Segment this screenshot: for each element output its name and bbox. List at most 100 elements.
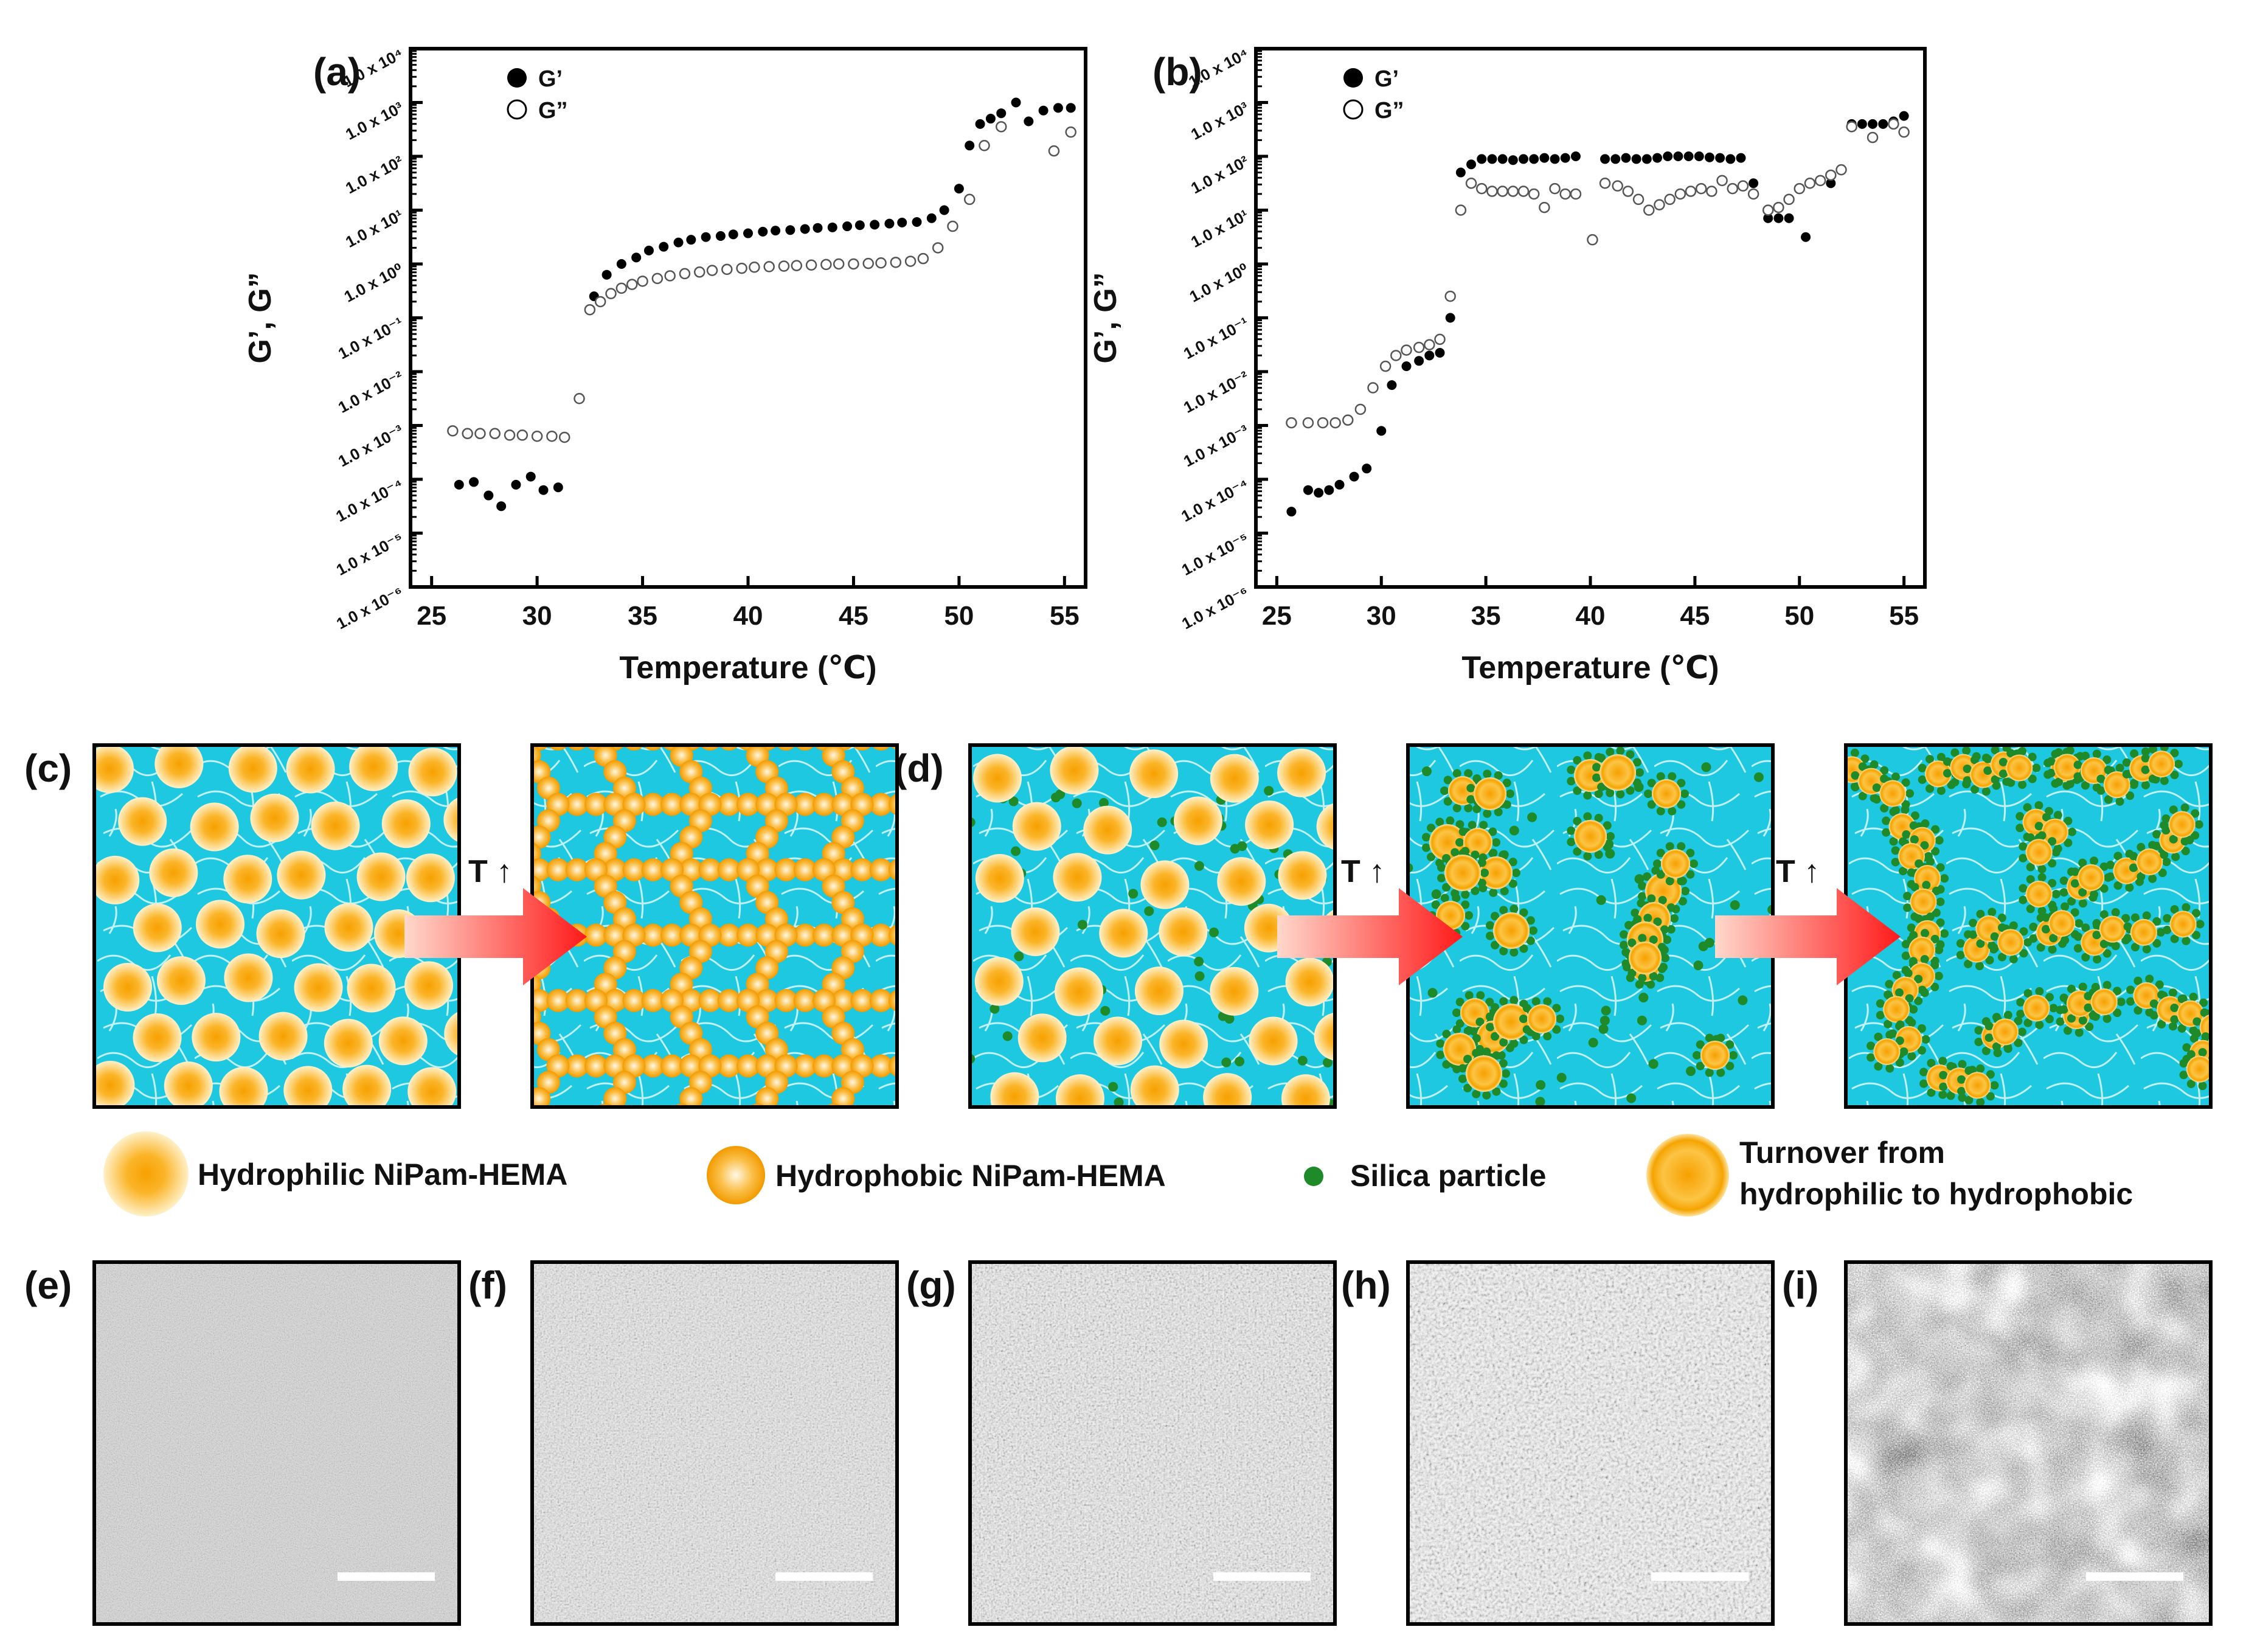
silica-particle (1920, 841, 1929, 850)
silica-particle (1889, 807, 1898, 816)
silica-particle (1437, 873, 1446, 883)
silica-particle (2032, 763, 2041, 772)
silica-particle (2141, 780, 2150, 790)
silica-particle (2181, 847, 2190, 856)
gprime-point (985, 114, 996, 124)
silica-particle (2170, 1004, 2179, 1013)
silica-particle (1502, 800, 1511, 809)
silica-particle (2102, 755, 2112, 765)
y-tick-label: 1.0 x 10⁻³ (335, 421, 406, 470)
gdouble-point (1664, 193, 1676, 206)
x-tick-label: 45 (839, 601, 868, 631)
silica-particle (1442, 854, 1451, 863)
silica-particle (2059, 1005, 2068, 1014)
hydrophobic-particle (889, 1120, 912, 1143)
silica-particle (1927, 1088, 1936, 1097)
legend-label-gdouble: G” (538, 98, 568, 123)
gprime-point (1334, 479, 1345, 490)
micrograph-i (1844, 1260, 2213, 1626)
hydrophobic-particle (642, 1120, 665, 1143)
silica-particle (2016, 812, 2025, 821)
silica-particle (2163, 925, 2172, 934)
silica-particle (1940, 874, 1949, 883)
silica-particle (1446, 816, 1455, 825)
silica-particle (1921, 1035, 1930, 1044)
silica-particle (2099, 884, 2109, 893)
silica-particle (2212, 1040, 2220, 1049)
y-tick-label: 1.0 x 10⁻² (1180, 367, 1252, 417)
silica-particle (1866, 1041, 1876, 1050)
hydrophilic-particle (408, 748, 457, 797)
silica-particle (1509, 1039, 1519, 1048)
gprime-point (827, 222, 837, 232)
silica-particle (1677, 876, 1686, 886)
silica-particle (2059, 876, 2068, 885)
silica-particle (1500, 887, 1509, 896)
silica-particle (2019, 895, 2028, 904)
silica-particle (1499, 1038, 1508, 1047)
y-tick-label: 1.0 x 10⁻⁵ (1179, 529, 1252, 579)
silica-particle (1464, 911, 1473, 920)
silica-particle (1230, 844, 1240, 854)
gprime-point (728, 229, 738, 240)
hydrophobic-particle (917, 1071, 940, 1094)
silica-particle (1938, 1057, 1947, 1066)
coated-particle (2025, 839, 2053, 866)
hydrophobic-particle (946, 1055, 969, 1078)
gprime-point (1286, 507, 1297, 517)
hydrophilic-particle (1316, 803, 1335, 850)
hydrophilic-particle (381, 799, 431, 849)
silica-particle (1872, 783, 1881, 792)
gdouble-point (615, 282, 628, 294)
hydrophilic-particle (1245, 800, 1294, 850)
coated-particle (2147, 751, 2175, 778)
silica-particle (2023, 1018, 2033, 1027)
silica-particle (2051, 889, 2061, 898)
panel-label-e: (e) (24, 1263, 72, 1307)
silica-particle (1936, 918, 1945, 927)
silica-particle (1891, 846, 1900, 855)
silica-particle (2113, 1008, 2122, 1018)
silica-particle (1668, 772, 1677, 781)
silica-particle (1920, 955, 1929, 964)
silica-particle (1901, 805, 1910, 814)
silica-particle (2078, 888, 2087, 897)
hydrophilic-particle (283, 1066, 333, 1107)
silica-particle (1927, 1058, 1936, 1067)
silica-particle (1644, 790, 1652, 798)
hydrophobic-particle-icon (707, 1146, 765, 1204)
hydrophobic-particle (813, 923, 836, 947)
silica-particle (1526, 936, 1535, 945)
silica-particle (1008, 796, 1019, 807)
gprime-point (1477, 154, 1487, 164)
hydrophobic-particle (889, 989, 897, 1012)
hydrophobic-particle (622, 858, 646, 881)
silica-particle (1461, 900, 1470, 909)
hydrophilic-particle (1129, 749, 1179, 799)
silica-particle (1592, 763, 1601, 772)
silica-particle (1588, 1038, 1598, 1048)
micrograph-f (530, 1260, 899, 1626)
gdouble-point (1866, 131, 1879, 144)
legend-marker-filled (1343, 68, 1363, 88)
silica-particle (1884, 1019, 1893, 1029)
scale-bar (1213, 1572, 1311, 1581)
silica-particle (1494, 771, 1503, 780)
silica-particle (1626, 1093, 1637, 1103)
silica-particle (2157, 1019, 2166, 1029)
silica-particle (1638, 993, 1649, 1003)
silica-particle (2059, 993, 2068, 1002)
hydrophilic-particle (1099, 909, 1148, 958)
hydrophobic-particle (907, 1055, 931, 1078)
silica-particle (1458, 827, 1468, 836)
gprime-point (884, 218, 895, 229)
hydrophobic-particle (717, 793, 741, 816)
silica-particle (1925, 755, 1935, 764)
hydrophobic-particle (813, 1120, 836, 1143)
silica-particle (2019, 949, 2028, 958)
silica-particle (1620, 940, 1629, 949)
silica-particle (2019, 884, 2028, 893)
coated-particle (2023, 994, 2050, 1022)
gprime-point (1011, 97, 1021, 108)
